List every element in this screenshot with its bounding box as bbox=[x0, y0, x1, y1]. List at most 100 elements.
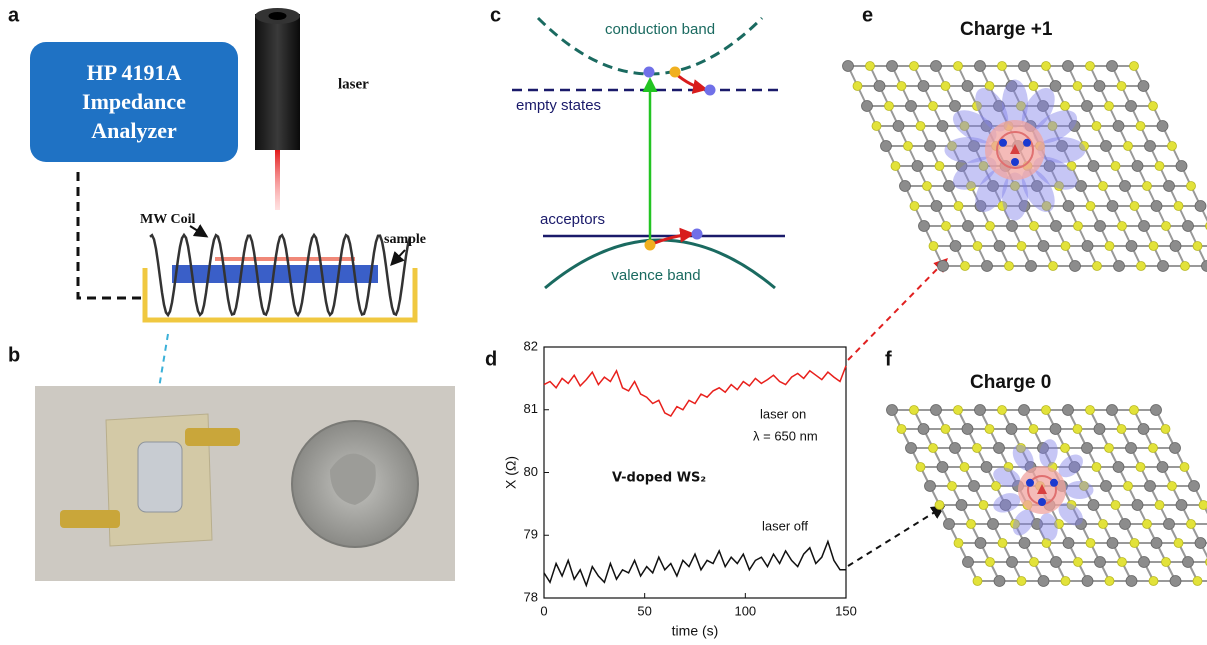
s-atom bbox=[1041, 61, 1051, 71]
electron bbox=[643, 66, 655, 78]
w-atom bbox=[1113, 260, 1125, 272]
annotation: λ = 650 nm bbox=[753, 428, 818, 443]
w-atom bbox=[955, 499, 968, 511]
series-line bbox=[543, 365, 847, 417]
s-atom bbox=[1179, 462, 1190, 472]
w-atom bbox=[1100, 480, 1112, 492]
center bbox=[1037, 484, 1047, 494]
s-atom bbox=[997, 201, 1008, 211]
s-atom bbox=[1154, 161, 1165, 171]
v-atom bbox=[1038, 498, 1046, 506]
v-atom bbox=[1026, 478, 1034, 487]
s-atom bbox=[1085, 61, 1095, 71]
charge-lobe bbox=[1039, 439, 1058, 467]
w-atom bbox=[1119, 180, 1131, 192]
s-atom bbox=[1048, 261, 1058, 271]
y-tick-label: 81 bbox=[524, 401, 538, 416]
s-atom bbox=[1060, 443, 1070, 453]
w-atom bbox=[962, 220, 974, 232]
s-atom bbox=[1104, 101, 1114, 111]
y-tick-label: 79 bbox=[524, 527, 538, 542]
s-atom bbox=[959, 121, 970, 131]
connector bbox=[185, 428, 240, 446]
charge-lobe bbox=[1002, 172, 1028, 221]
w-atom bbox=[949, 240, 962, 252]
w-atom bbox=[993, 575, 1006, 587]
w-atom bbox=[905, 100, 917, 112]
w-atom bbox=[937, 260, 949, 272]
hole bbox=[669, 66, 681, 78]
w-atom bbox=[949, 442, 961, 454]
s-atom bbox=[978, 500, 989, 510]
w-atom bbox=[961, 423, 974, 435]
s-atom bbox=[1028, 424, 1039, 434]
coil-label: MW Coil bbox=[140, 212, 195, 227]
s-atom bbox=[1160, 424, 1171, 434]
s-atom bbox=[884, 101, 894, 111]
s-atom bbox=[1154, 500, 1165, 510]
s-atom bbox=[1116, 81, 1127, 91]
w-atom bbox=[1156, 120, 1169, 132]
coil-photo bbox=[137, 441, 183, 513]
laser-label: laser bbox=[338, 76, 369, 92]
w-atom bbox=[880, 140, 892, 152]
charge-lobe bbox=[952, 156, 997, 190]
s-atom bbox=[972, 576, 983, 586]
s-atom bbox=[1079, 481, 1089, 491]
s-atom bbox=[1198, 500, 1207, 510]
s-atom bbox=[1054, 181, 1064, 191]
w-atom bbox=[993, 100, 1005, 112]
s-atom bbox=[1066, 500, 1077, 510]
w-atom bbox=[1087, 160, 1100, 172]
s-atom bbox=[934, 161, 945, 171]
cable bbox=[76, 172, 143, 300]
w-atom bbox=[1175, 160, 1188, 172]
w-atom bbox=[1062, 537, 1075, 549]
w-atom bbox=[1062, 60, 1074, 72]
w-atom bbox=[936, 120, 949, 132]
w-atom bbox=[924, 480, 936, 492]
w-atom bbox=[1144, 480, 1156, 492]
s-atom bbox=[1186, 181, 1196, 191]
w-atom bbox=[1157, 260, 1169, 272]
s-atom bbox=[896, 424, 907, 434]
w-atom bbox=[974, 404, 986, 416]
w-atom bbox=[1081, 100, 1093, 112]
w-atom bbox=[886, 60, 898, 72]
structure-title: Charge +1 bbox=[960, 19, 1053, 40]
instrument-box bbox=[30, 42, 238, 162]
w-atom bbox=[1106, 200, 1119, 212]
w-atom bbox=[1069, 260, 1081, 272]
laser-spot bbox=[215, 257, 355, 261]
s-atom bbox=[915, 121, 926, 131]
w-atom bbox=[961, 80, 974, 92]
s-atom bbox=[940, 81, 951, 91]
w-atom bbox=[987, 180, 999, 192]
w-atom bbox=[1150, 404, 1162, 416]
laser-body bbox=[255, 14, 300, 150]
charge-lobe bbox=[1012, 444, 1034, 471]
s-atom bbox=[1116, 424, 1127, 434]
charge-lobe bbox=[993, 467, 1021, 487]
charge-lobe bbox=[1039, 513, 1058, 541]
s-atom bbox=[940, 424, 951, 434]
w-atom bbox=[980, 120, 993, 132]
s-atom bbox=[871, 121, 882, 131]
x-tick-label: 50 bbox=[637, 603, 651, 618]
w-atom bbox=[1163, 180, 1175, 192]
coil-arrow bbox=[189, 224, 209, 238]
relax-arrow bbox=[675, 72, 708, 94]
s-atom bbox=[1016, 443, 1026, 453]
s-atom bbox=[947, 481, 957, 491]
panel-label: f bbox=[885, 348, 892, 370]
w-atom bbox=[1093, 423, 1106, 435]
w-atom bbox=[1037, 442, 1049, 454]
s-atom bbox=[947, 141, 957, 151]
s-atom bbox=[1041, 538, 1052, 548]
panel-label: d bbox=[485, 348, 497, 370]
s-atom bbox=[972, 101, 982, 111]
s-atom bbox=[1004, 261, 1014, 271]
w-atom bbox=[1031, 180, 1043, 192]
laser-aperture bbox=[268, 12, 287, 20]
s-atom bbox=[1054, 519, 1064, 529]
